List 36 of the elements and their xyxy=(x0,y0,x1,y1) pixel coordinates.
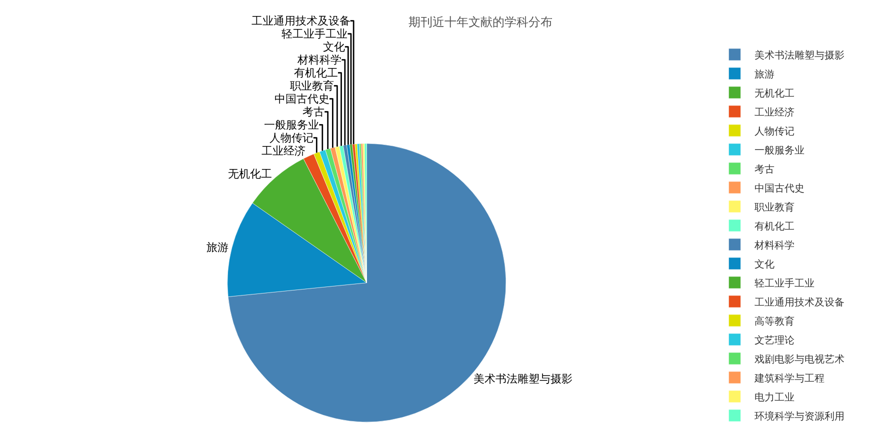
data-label: 材料科学 xyxy=(296,53,342,66)
legend-label: 考古 xyxy=(754,163,775,176)
legend-label: 轻工业手工业 xyxy=(754,277,815,290)
legend-label: 工业通用技术及设备 xyxy=(754,296,845,308)
legend-label: 美术书法雕塑与摄影 xyxy=(754,49,845,62)
legend-label: 中国古代史 xyxy=(754,182,805,194)
legend-label: 职业教育 xyxy=(754,201,795,214)
legend-label: 旅游 xyxy=(754,68,775,80)
data-label: 无机化工 xyxy=(228,168,272,181)
data-label: 工业经济 xyxy=(261,144,306,158)
legend-label: 文化 xyxy=(754,258,775,270)
data-label: 考古 xyxy=(302,105,325,118)
legend-label: 无机化工 xyxy=(754,87,795,100)
data-label: 职业教育 xyxy=(290,79,334,92)
legend-label: 工业经济 xyxy=(754,106,795,118)
data-label: 美术书法雕塑与摄影 xyxy=(473,372,572,386)
data-label: 一般服务业 xyxy=(264,118,320,132)
pie-slice xyxy=(228,143,506,422)
data-label: 轻工业手工业 xyxy=(282,27,348,40)
data-label: 中国古代史 xyxy=(274,92,330,106)
legend-label: 材料科学 xyxy=(754,239,795,252)
legend-label: 戏剧电影与电视艺术 xyxy=(754,353,845,366)
legend-label: 建筑科学与工程 xyxy=(754,372,825,384)
legend-label: 一般服务业 xyxy=(754,144,805,156)
data-label: 文化 xyxy=(322,40,345,54)
legend-label: 环境科学与资源利用 xyxy=(754,410,845,422)
chart-title: 期刊近十年文献的学科分布 xyxy=(408,15,553,30)
legend-label: 电力工业 xyxy=(754,391,795,404)
legend-label: 人物传记 xyxy=(754,125,795,138)
legend-label: 有机化工 xyxy=(754,220,795,232)
data-label: 人物传记 xyxy=(269,131,314,144)
legend-label: 高等教育 xyxy=(754,315,795,328)
data-label: 工业通用技术及设备 xyxy=(251,14,350,28)
data-label: 旅游 xyxy=(206,240,229,254)
data-label: 有机化工 xyxy=(294,66,338,80)
legend-label: 文艺理论 xyxy=(754,334,795,346)
